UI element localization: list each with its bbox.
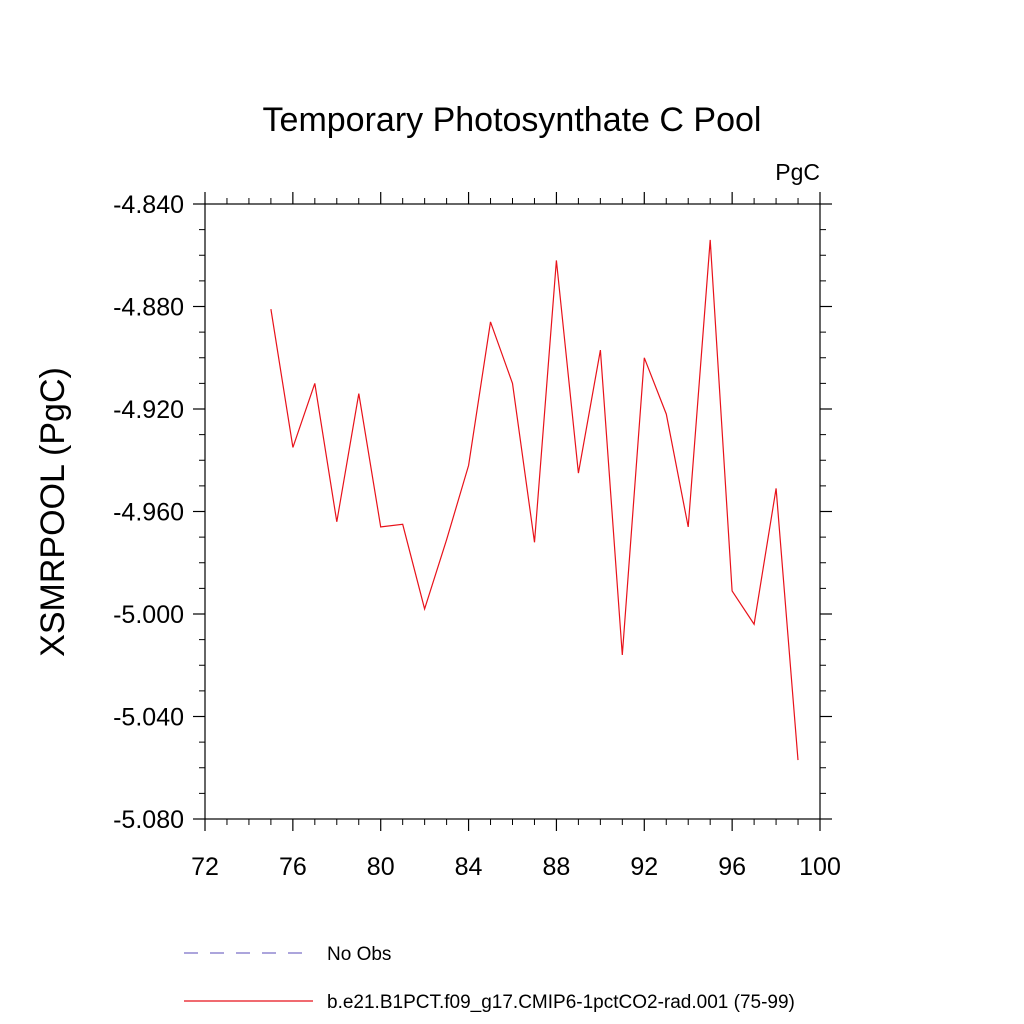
x-tick-label: 92 bbox=[630, 853, 658, 881]
legend: No Obs b.e21.B1PCT.f09_g17.CMIP6-1pctCO2-… bbox=[184, 944, 795, 1013]
legend-label: No Obs bbox=[327, 944, 391, 965]
y-tick-label: -4.880 bbox=[113, 294, 184, 322]
plot-frame bbox=[204, 203, 821, 820]
y-tick-label: -4.960 bbox=[113, 499, 184, 527]
x-tick-label: 88 bbox=[543, 853, 571, 881]
x-tick-label: 72 bbox=[191, 853, 219, 881]
x-tick-label: 96 bbox=[718, 853, 746, 881]
y-tick-label: -5.040 bbox=[113, 704, 184, 732]
x-tick-label: 80 bbox=[367, 853, 395, 881]
series-layer bbox=[270, 239, 799, 761]
chart-title: Temporary Photosynthate C Pool bbox=[263, 101, 762, 139]
x-tick-label: 100 bbox=[799, 853, 841, 881]
y-tick-label: -4.840 bbox=[113, 191, 184, 219]
x-tick-label: 84 bbox=[455, 853, 483, 881]
series-line bbox=[270, 239, 799, 761]
units-label: PgC bbox=[775, 159, 820, 185]
x-tick-label: 76 bbox=[279, 853, 307, 881]
y-axis-label: XSMRPOOL (PgC) bbox=[34, 367, 72, 657]
y-tick-label: -4.920 bbox=[113, 396, 184, 424]
plot-axes: 72 76 80 84 88 92 96 100 -4.840 -4.880 -4.920 -4.96… bbox=[113, 191, 841, 881]
legend-label: b.e21.B1PCT.f09_g17.CMIP6-1pctCO2-rad.00… bbox=[327, 992, 795, 1013]
y-tick-label: -5.080 bbox=[113, 806, 184, 834]
y-tick-label: -5.000 bbox=[113, 601, 184, 629]
